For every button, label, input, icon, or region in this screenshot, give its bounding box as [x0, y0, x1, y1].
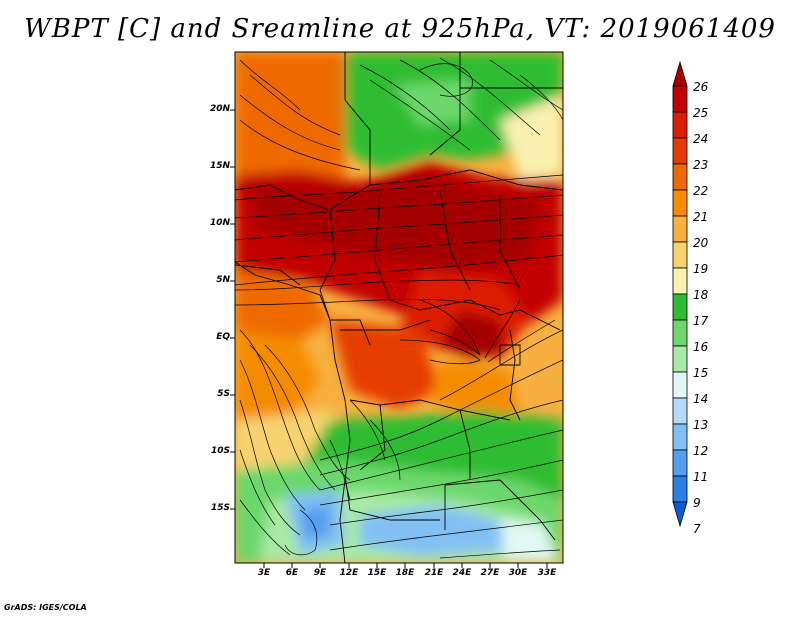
colorbar-swatch	[672, 371, 688, 399]
colorbar-label: 11	[693, 470, 709, 484]
lon-label: 15E	[367, 568, 387, 578]
lat-label: 20N	[209, 104, 230, 114]
colorbar-swatch	[672, 397, 688, 425]
colorbar-label: 12	[693, 444, 709, 458]
lon-label: 9E	[313, 568, 327, 578]
lon-label: 18E	[395, 568, 415, 578]
colorbar-swatch	[672, 319, 688, 347]
colorbar-swatch	[672, 85, 688, 113]
colorbar-label: 18	[693, 288, 709, 302]
colorbar-swatch	[672, 189, 688, 217]
lon-ticks	[263, 563, 548, 568]
colorbar-swatch	[672, 449, 688, 477]
lon-label: 12E	[339, 568, 359, 578]
lat-label: 10N	[209, 218, 230, 228]
colorbar-label: 17	[693, 314, 709, 328]
colorbar-swatch	[672, 475, 688, 503]
colorbar-swatch	[672, 163, 688, 191]
lat-label: 10S	[210, 446, 230, 456]
colorbar-swatch	[672, 423, 688, 451]
colorbar-label: 9	[693, 496, 701, 510]
colorbar-swatch	[672, 267, 688, 295]
lon-label: 33E	[537, 568, 557, 578]
map-frame	[234, 51, 564, 564]
colorbar-label: 16	[693, 340, 709, 354]
colorbar-label: 25	[693, 106, 709, 120]
country-borders	[235, 52, 563, 563]
wbpt-field	[235, 52, 563, 563]
colorbar-label: 14	[693, 392, 709, 406]
lat-label: 15S	[210, 503, 230, 513]
lon-label: 30E	[508, 568, 528, 578]
lon-label: 21E	[424, 568, 444, 578]
chart-title: WBPT [C] and Sreamline at 925hPa, VT: 20…	[24, 14, 776, 44]
colorbar-swatch	[672, 345, 688, 373]
colorbar-label: 7	[693, 522, 701, 536]
streamlines	[235, 57, 563, 559]
lat-label: 5N	[216, 275, 230, 285]
colorbar-label: 26	[693, 80, 709, 94]
colorbar-bottom-arrow	[672, 501, 688, 528]
colorbar-swatch	[672, 111, 688, 139]
lat-ticks	[230, 109, 235, 510]
lat-label: EQ	[216, 332, 230, 342]
colorbar-label: 20	[693, 236, 709, 250]
colorbar-label: 19	[693, 262, 709, 276]
colorbar-label: 22	[693, 184, 709, 198]
lon-label: 24E	[452, 568, 472, 578]
colorbar-label: 24	[693, 132, 709, 146]
colorbar-swatch	[672, 241, 688, 269]
colorbar-swatch	[672, 137, 688, 165]
colorbar-swatch	[672, 215, 688, 243]
lat-label: 5S	[217, 389, 230, 399]
lon-label: 6E	[285, 568, 299, 578]
colorbar-label: 13	[693, 418, 709, 432]
colorbar-swatch	[672, 293, 688, 321]
colorbar-top-arrow	[672, 60, 688, 87]
grads-credit: GrADS: IGES/COLA	[4, 603, 87, 612]
colorbar-label: 15	[693, 366, 709, 380]
lon-label: 3E	[257, 568, 271, 578]
colorbar-label: 21	[693, 210, 709, 224]
lon-label: 27E	[480, 568, 500, 578]
colorbar-label: 23	[693, 158, 709, 172]
colorbar	[672, 60, 688, 528]
lat-label: 15N	[209, 161, 230, 171]
